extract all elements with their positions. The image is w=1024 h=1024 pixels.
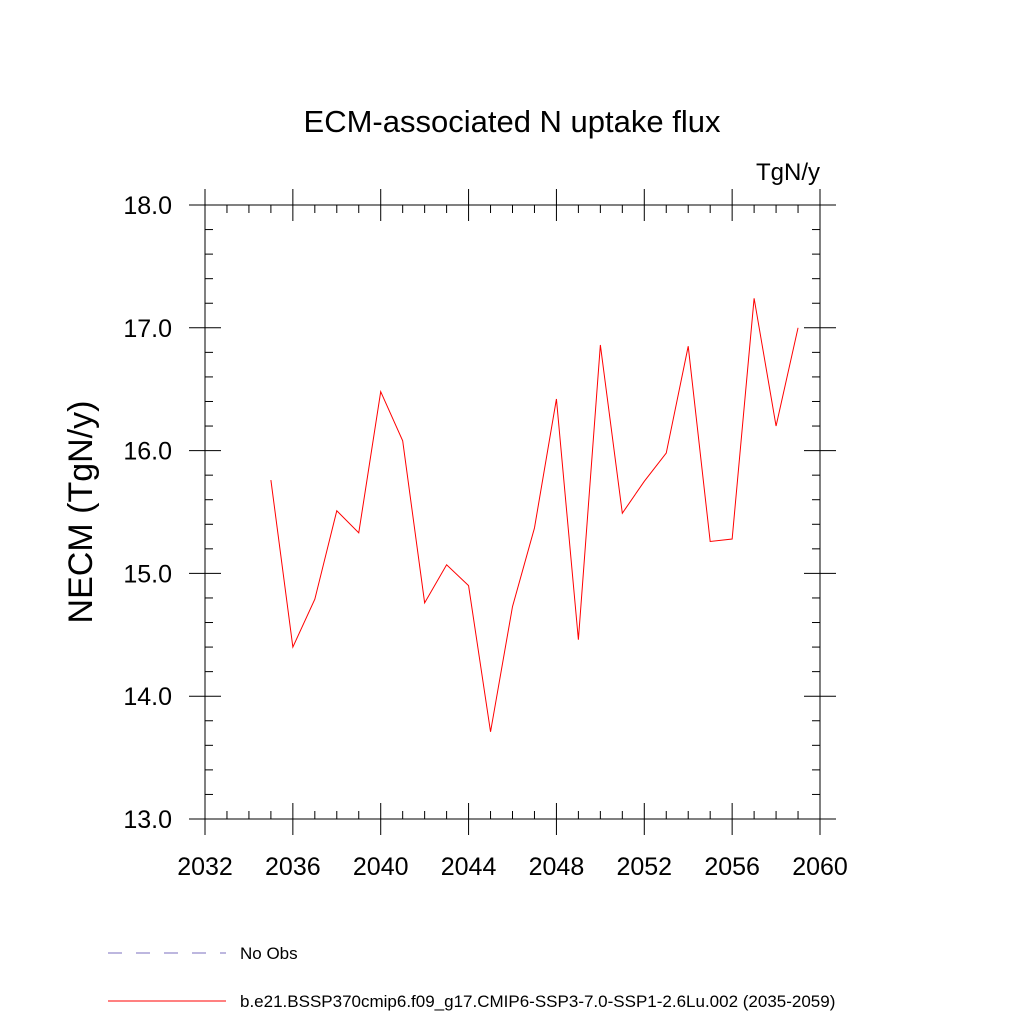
y-axis-label: NECM (TgN/y) bbox=[62, 401, 100, 624]
series-line bbox=[270, 298, 799, 732]
x-tick-label: 2040 bbox=[353, 853, 409, 881]
x-tick-label: 2056 bbox=[704, 853, 760, 881]
y-tick-label: 18.0 bbox=[123, 192, 172, 220]
legend: No Obs b.e21.BSSP370cmip6.f09_g17.CMIP6-… bbox=[108, 944, 835, 1011]
y-tick-label: 13.0 bbox=[123, 806, 172, 834]
x-tick-label: 2052 bbox=[616, 853, 672, 881]
legend-label-series: b.e21.BSSP370cmip6.f09_g17.CMIP6-SSP3-7.… bbox=[240, 992, 835, 1011]
x-tick-label: 2060 bbox=[792, 853, 848, 881]
x-tick-label: 2032 bbox=[177, 853, 233, 881]
x-tick-labels: 2032 2036 2040 2044 2048 2052 2056 2060 bbox=[177, 853, 848, 881]
y-tick-label: 17.0 bbox=[123, 315, 172, 343]
y-tick-label: 15.0 bbox=[123, 560, 172, 588]
x-tick-label: 2036 bbox=[265, 853, 321, 881]
minor-ticks bbox=[205, 205, 820, 819]
chart-title: ECM-associated N uptake flux bbox=[304, 104, 721, 139]
x-tick-label: 2048 bbox=[529, 853, 585, 881]
y-tick-label: 16.0 bbox=[123, 438, 172, 466]
units-label: TgN/y bbox=[756, 159, 820, 186]
legend-label-no-obs: No Obs bbox=[240, 944, 298, 963]
plot-frame bbox=[204, 204, 821, 820]
y-tick-labels: 13.0 14.0 15.0 16.0 17.0 18.0 bbox=[123, 192, 172, 834]
x-tick-label: 2044 bbox=[441, 853, 497, 881]
series-group bbox=[270, 298, 799, 732]
y-tick-label: 14.0 bbox=[123, 683, 172, 711]
